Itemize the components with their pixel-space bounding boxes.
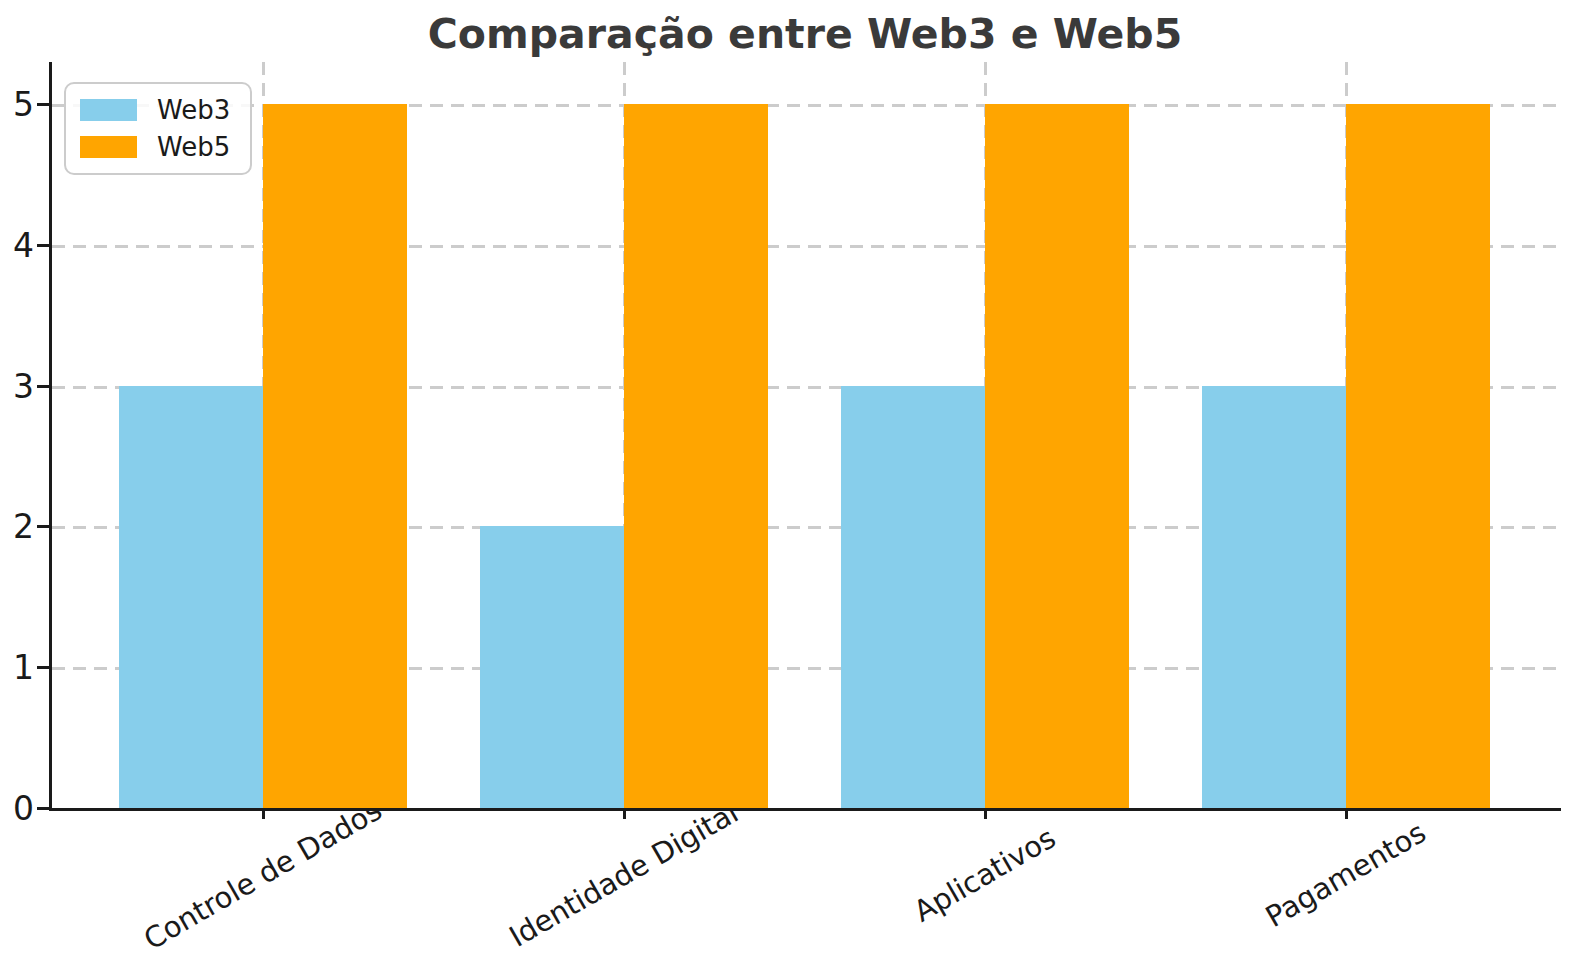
- y-tick-mark-1: [37, 666, 49, 669]
- x-tick-mark-aplicativos: [984, 811, 987, 819]
- y-tick-label-5: 5: [0, 88, 34, 121]
- y-tick-mark-3: [37, 385, 49, 388]
- y-tick-mark-5: [37, 103, 49, 106]
- x-tick-mark-identidade-digital: [623, 811, 626, 819]
- x-tick-label-aplicativos: Aplicativos: [910, 823, 1061, 927]
- y-tick-mark-2: [37, 525, 49, 528]
- legend: Web3 Web5: [64, 82, 252, 175]
- bar-chart-figure: Comparação entre Web3 e Web5 0 1 2 3 4 5 Cont…: [0, 0, 1580, 980]
- y-tick-label-0: 0: [0, 792, 34, 825]
- x-tick-label-pagamentos: Pagamentos: [1261, 818, 1430, 933]
- bar-web5-controle-de-dados: [263, 104, 407, 808]
- x-tick-mark-pagamentos: [1345, 811, 1348, 819]
- y-axis-spine: [49, 62, 52, 811]
- legend-entry-web5: Web5: [80, 134, 230, 160]
- legend-label-web5: Web5: [157, 134, 230, 160]
- x-tick-label-identidade-digital: Identidade Digital: [505, 798, 743, 952]
- x-axis-spine: [49, 808, 1561, 811]
- bar-web3-pagamentos: [1202, 386, 1346, 808]
- bar-web3-aplicativos: [841, 386, 985, 808]
- y-tick-label-3: 3: [0, 369, 34, 402]
- plot-area: [52, 62, 1558, 808]
- y-tick-mark-0: [37, 807, 49, 810]
- y-tick-label-1: 1: [0, 651, 34, 684]
- x-tick-label-controle-de-dados: Controle de Dados: [139, 795, 386, 954]
- y-tick-label-2: 2: [0, 510, 34, 543]
- legend-label-web3: Web3: [157, 97, 230, 123]
- bar-web5-identidade-digital: [624, 104, 768, 808]
- bar-web5-pagamentos: [1346, 104, 1490, 808]
- bar-web5-aplicativos: [985, 104, 1129, 808]
- bar-web3-controle-de-dados: [119, 386, 263, 808]
- legend-swatch-web3-icon: [80, 99, 137, 121]
- bar-web3-identidade-digital: [480, 526, 624, 808]
- y-tick-mark-4: [37, 244, 49, 247]
- x-tick-mark-controle-de-dados: [262, 811, 265, 819]
- legend-swatch-web5-icon: [80, 136, 137, 158]
- chart-title: Comparação entre Web3 e Web5: [428, 10, 1182, 58]
- y-tick-label-4: 4: [0, 228, 34, 261]
- legend-entry-web3: Web3: [80, 97, 230, 123]
